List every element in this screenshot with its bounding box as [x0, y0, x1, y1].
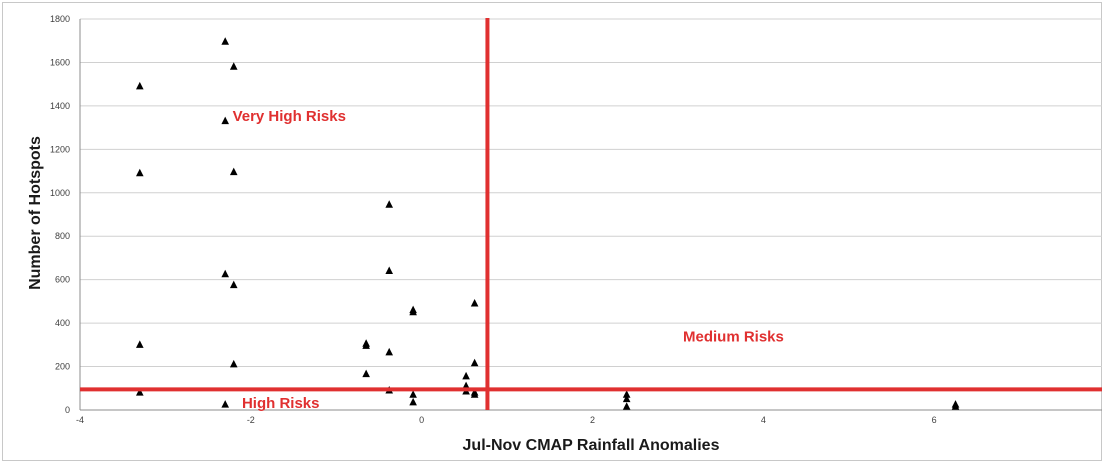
zone-label: High Risks — [242, 395, 320, 412]
x-tick-label: 2 — [590, 415, 595, 425]
y-tick-label: 1800 — [50, 14, 70, 24]
grid-lines — [80, 18, 1102, 411]
data-point — [409, 397, 417, 406]
data-point — [221, 400, 230, 408]
zone-annotations: Very High Risks Medium Risks High Risks — [233, 108, 784, 412]
data-point — [462, 381, 470, 390]
y-tick-label: 400 — [55, 318, 70, 328]
x-tick-label: -2 — [247, 415, 255, 425]
data-point — [221, 37, 230, 45]
data-point — [385, 266, 394, 274]
x-tick-labels: -4 -2 0 2 4 6 — [76, 415, 937, 425]
data-point — [409, 307, 417, 316]
data-points — [135, 37, 960, 410]
x-tick-label: -4 — [76, 415, 84, 425]
data-point — [229, 167, 238, 176]
data-point — [622, 394, 631, 403]
data-point — [462, 371, 470, 380]
y-axis-title: Number of Hotspots — [27, 136, 44, 290]
data-point — [470, 358, 479, 367]
data-point — [622, 390, 631, 398]
data-point — [362, 369, 370, 378]
data-point — [135, 81, 144, 90]
data-point — [229, 280, 238, 289]
y-tick-label: 200 — [55, 362, 70, 372]
data-point — [622, 402, 631, 410]
data-point — [135, 340, 144, 348]
zone-label: Very High Risks — [233, 108, 346, 125]
data-point — [229, 62, 238, 70]
data-point — [951, 402, 960, 410]
data-point — [409, 390, 417, 398]
data-point — [385, 200, 394, 208]
y-tick-label: 1000 — [50, 188, 70, 198]
y-tick-labels: 0 200 400 600 800 1000 1200 1400 1600 1800 — [50, 14, 70, 415]
data-point — [135, 168, 144, 177]
y-tick-label: 1400 — [50, 101, 70, 111]
data-point — [385, 347, 394, 356]
data-point — [221, 116, 230, 125]
x-axis-title: Jul-Nov CMAP Rainfall Anomalies — [463, 437, 720, 454]
x-tick-label: 6 — [932, 415, 937, 425]
y-tick-label: 1200 — [50, 144, 70, 154]
y-tick-label: 800 — [55, 231, 70, 241]
x-tick-label: 0 — [419, 415, 424, 425]
data-point — [135, 388, 144, 396]
x-tick-label: 4 — [761, 415, 766, 425]
y-tick-label: 600 — [55, 275, 70, 285]
data-point — [470, 299, 479, 307]
data-point — [362, 341, 370, 349]
threshold-lines — [80, 18, 1102, 410]
data-point — [470, 390, 479, 398]
data-point — [229, 359, 238, 368]
zone-label: Medium Risks — [683, 329, 784, 346]
y-tick-label: 0 — [65, 405, 70, 415]
data-point — [221, 269, 230, 278]
y-tick-label: 1600 — [50, 57, 70, 67]
